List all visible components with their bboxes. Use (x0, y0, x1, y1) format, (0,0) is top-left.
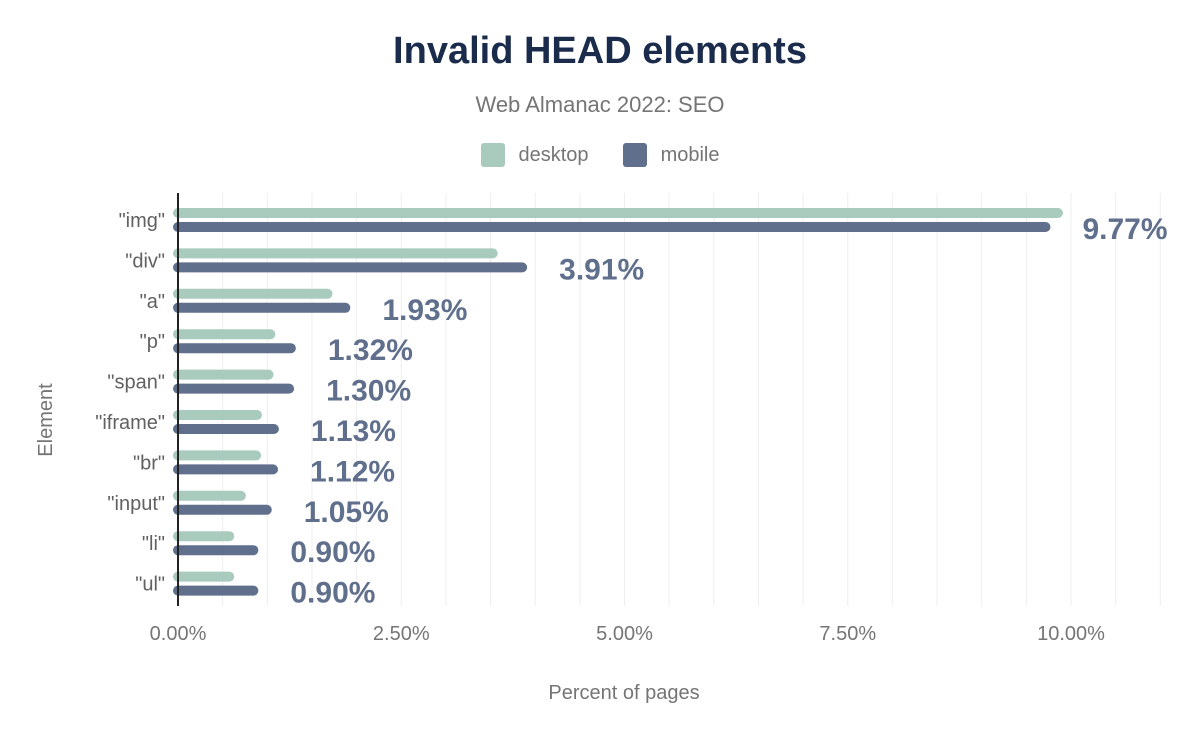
y-tick-label: "p" (140, 331, 165, 353)
bar-mobile (173, 262, 528, 273)
y-tick-label: "br" (133, 452, 165, 474)
data-label: 1.93% (382, 294, 467, 327)
bar-desktop (173, 450, 262, 461)
x-tick-label: 5.00% (596, 623, 653, 645)
bar-desktop (173, 571, 235, 582)
y-tick-label: "a" (140, 291, 165, 313)
bar-mobile (173, 585, 259, 596)
bar-mobile (173, 464, 279, 475)
y-tick-label: "ul" (135, 574, 165, 596)
bar-desktop (173, 329, 276, 340)
legend: desktop mobile (0, 143, 1200, 167)
y-tick-label: "img" (119, 210, 165, 232)
data-label: 1.05% (304, 496, 389, 529)
bar-mobile (173, 545, 259, 556)
y-tick-label: "span" (107, 372, 165, 394)
bar-desktop (173, 531, 235, 542)
x-tick-label: 2.50% (373, 623, 430, 645)
x-tick-label: 0.00% (150, 623, 207, 645)
bar-mobile (173, 302, 351, 313)
data-label: 1.32% (328, 334, 413, 367)
x-axis-title: Percent of pages (548, 682, 699, 704)
legend-swatch-desktop (480, 143, 505, 167)
bar-mobile (173, 504, 272, 515)
data-label: 1.12% (310, 455, 395, 488)
legend-item-desktop[interactable]: desktop (480, 143, 589, 167)
bar-mobile (173, 222, 1051, 232)
data-label: 9.77% (1082, 213, 1167, 246)
y-tick-label: "div" (125, 250, 165, 272)
bar-desktop (173, 248, 498, 259)
data-label: 1.13% (311, 415, 396, 448)
bar-mobile (173, 343, 296, 354)
data-label: 0.90% (290, 577, 375, 610)
legend-swatch-mobile (622, 143, 647, 167)
legend-label: desktop (518, 143, 589, 166)
bar-desktop (173, 208, 1063, 218)
legend-item-mobile[interactable]: mobile (622, 143, 720, 167)
data-label: 0.90% (290, 536, 375, 569)
data-label: 1.30% (326, 375, 411, 408)
chart-subtitle: Web Almanac 2022: SEO (475, 92, 725, 117)
y-tick-label: "li" (142, 533, 165, 555)
y-axis-title: Element (35, 383, 57, 457)
bar-desktop (173, 288, 333, 299)
data-label: 3.91% (559, 253, 644, 286)
bar-desktop (173, 369, 274, 380)
chart-title: Invalid HEAD elements (393, 30, 807, 72)
y-tick-label: "iframe" (95, 412, 165, 434)
bar-desktop (173, 490, 246, 501)
x-tick-label: 7.50% (819, 623, 876, 645)
bar-desktop (173, 410, 262, 420)
bar-mobile (173, 424, 279, 434)
legend-label: mobile (660, 143, 720, 166)
x-tick-label: 10.00% (1037, 623, 1105, 645)
bar-mobile (173, 383, 295, 394)
y-tick-label: "input" (107, 493, 165, 515)
